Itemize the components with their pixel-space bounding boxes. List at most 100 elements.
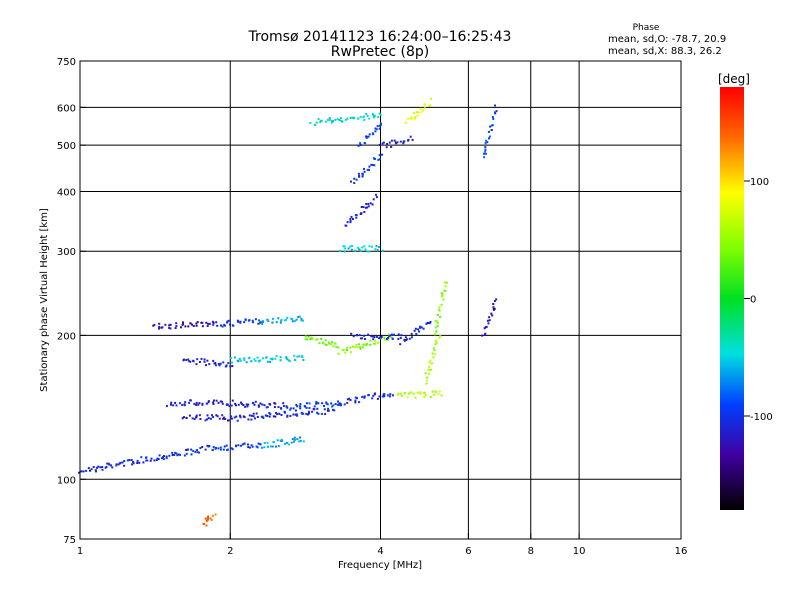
data-point	[230, 415, 233, 418]
data-point	[266, 414, 269, 417]
data-point	[377, 341, 379, 344]
data-point	[355, 344, 358, 347]
data-point	[207, 517, 210, 520]
data-point	[376, 249, 379, 252]
data-point	[406, 338, 408, 341]
data-point	[117, 463, 120, 466]
data-point	[219, 400, 222, 403]
data-point	[360, 206, 363, 208]
data-point	[285, 357, 288, 360]
data-point	[327, 409, 330, 412]
data-point	[201, 402, 204, 405]
data-point	[366, 343, 369, 345]
data-point	[222, 448, 225, 451]
data-point	[158, 325, 161, 328]
data-point	[299, 407, 302, 410]
data-point	[324, 413, 327, 415]
data-point	[245, 403, 248, 406]
data-point	[356, 246, 359, 249]
data-point	[313, 405, 316, 408]
data-point	[404, 392, 406, 395]
data-point	[350, 351, 353, 354]
data-point	[434, 343, 437, 346]
data-point	[212, 323, 215, 326]
data-point	[488, 319, 491, 322]
data-point	[396, 141, 399, 144]
data-point	[486, 319, 489, 322]
data-point	[404, 121, 407, 124]
data-point	[492, 303, 495, 305]
data-point	[375, 193, 377, 196]
data-point	[494, 104, 496, 107]
data-point	[266, 441, 269, 444]
data-point	[286, 358, 289, 361]
data-point	[224, 324, 226, 327]
data-point	[346, 346, 349, 349]
data-point	[218, 417, 221, 420]
data-point	[325, 402, 328, 405]
data-point	[146, 459, 149, 462]
data-point	[330, 402, 333, 405]
data-point	[158, 327, 160, 330]
data-point	[252, 401, 255, 404]
data-point	[302, 359, 305, 361]
data-point	[192, 325, 195, 327]
data-point	[212, 446, 215, 449]
data-point	[293, 440, 295, 443]
data-point	[388, 335, 391, 337]
data-point	[299, 405, 302, 408]
data-point	[243, 442, 246, 445]
data-point	[175, 322, 178, 325]
data-point	[436, 321, 439, 324]
data-point	[439, 335, 442, 338]
data-point	[200, 357, 203, 360]
data-point	[410, 116, 413, 119]
data-point	[412, 392, 415, 395]
data-point	[419, 107, 422, 110]
data-point	[111, 466, 114, 469]
data-point	[263, 404, 266, 407]
data-point	[388, 333, 390, 336]
data-point	[197, 403, 200, 406]
data-point	[495, 110, 498, 113]
data-point	[410, 332, 413, 335]
data-point	[266, 445, 269, 448]
y-tick-label: 300	[57, 247, 76, 258]
data-point	[336, 118, 339, 121]
data-point	[441, 293, 444, 296]
data-point	[423, 395, 426, 398]
data-point	[174, 327, 177, 330]
data-point	[415, 333, 418, 335]
data-point	[239, 320, 242, 323]
data-point	[108, 463, 111, 466]
data-point	[484, 146, 487, 149]
data-point	[308, 407, 311, 409]
data-point	[383, 336, 386, 339]
data-point	[325, 344, 328, 346]
data-point	[413, 329, 416, 332]
data-point	[372, 338, 375, 341]
data-point	[328, 117, 331, 119]
data-point	[445, 281, 448, 284]
data-point	[381, 142, 384, 145]
data-point	[130, 459, 133, 461]
data-point	[155, 459, 158, 461]
data-point	[186, 448, 189, 451]
data-point	[261, 322, 264, 325]
data-point	[239, 444, 242, 447]
data-point	[356, 397, 358, 400]
data-point	[181, 324, 184, 326]
data-point	[306, 413, 309, 416]
data-point	[235, 415, 238, 418]
data-point	[321, 402, 324, 405]
data-point	[253, 358, 256, 361]
data-point	[422, 327, 425, 330]
data-point	[92, 466, 95, 468]
data-point	[195, 401, 198, 404]
data-point	[315, 121, 318, 124]
data-point	[217, 401, 220, 404]
data-point	[323, 405, 325, 407]
data-point	[274, 415, 277, 418]
data-point	[214, 362, 217, 364]
data-point	[231, 361, 233, 364]
